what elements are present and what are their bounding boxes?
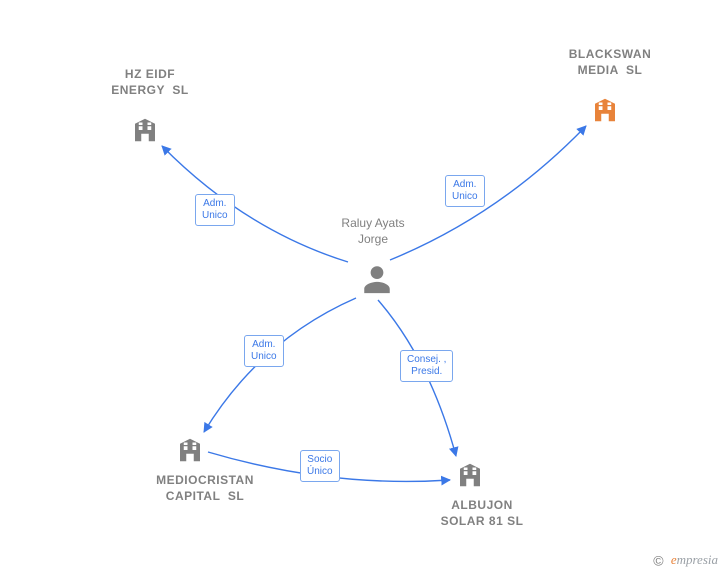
- edge-label-blackswan: Adm. Unico: [445, 175, 485, 207]
- edge-blackswan: [390, 126, 586, 260]
- copyright-symbol: ©: [653, 553, 663, 569]
- building-icon-albujon: [455, 460, 485, 490]
- node-label-hz: HZ EIDF ENERGY SL: [100, 66, 200, 98]
- edge-hz: [162, 146, 348, 262]
- edge-label-hz: Adm. Unico: [195, 194, 235, 226]
- edge-label-medio: Adm. Unico: [244, 335, 284, 367]
- edge-label-socio: Socio Único: [300, 450, 340, 482]
- node-label-medio: MEDIOCRISTAN CAPITAL SL: [145, 472, 265, 504]
- person-icon: [360, 262, 394, 296]
- person-label: Raluy Ayats Jorge: [328, 215, 418, 247]
- building-icon-medio: [175, 435, 205, 465]
- node-label-blackswan: BLACKSWAN MEDIA SL: [555, 46, 665, 78]
- edge-label-albujon: Consej. , Presid.: [400, 350, 453, 382]
- building-icon-hz: [130, 115, 160, 145]
- building-icon-blackswan: [590, 95, 620, 125]
- node-label-albujon: ALBUJON SOLAR 81 SL: [432, 497, 532, 529]
- brand-rest: mpresia: [677, 552, 718, 567]
- copyright: © empresia: [653, 552, 718, 569]
